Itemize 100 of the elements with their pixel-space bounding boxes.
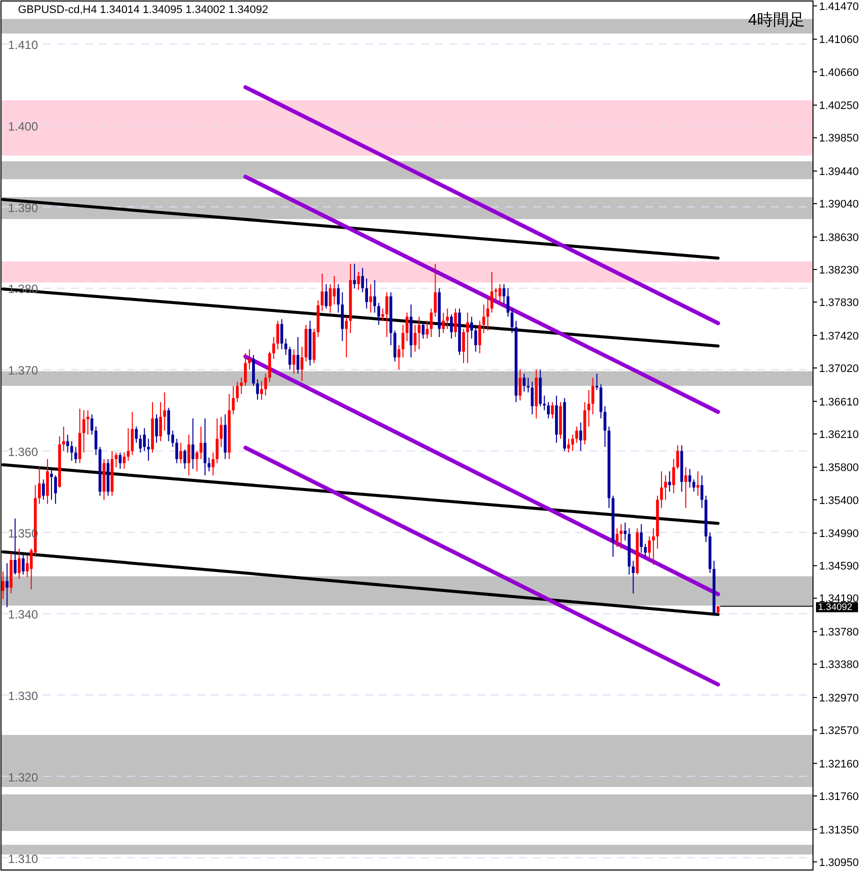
candlestick xyxy=(353,263,356,289)
candlestick xyxy=(138,434,142,454)
candlestick xyxy=(336,284,340,314)
y-tick-label: 1.410 xyxy=(8,38,38,52)
candlestick xyxy=(518,369,522,402)
candlestick xyxy=(430,308,433,338)
y2-tick-label: 1.37420 xyxy=(819,330,859,342)
candlestick xyxy=(365,278,368,310)
candlestick xyxy=(187,434,190,476)
y2-tick-label: 1.41470 xyxy=(819,0,859,13)
candlestick xyxy=(143,428,146,452)
candlestick xyxy=(406,312,408,342)
candlestick xyxy=(450,314,453,340)
candlestick xyxy=(300,346,304,382)
y-tick-label: 1.320 xyxy=(8,770,38,784)
candlestick xyxy=(196,450,198,472)
candlestick xyxy=(604,406,606,448)
candlestick xyxy=(660,470,663,508)
y-tick-label: 1.400 xyxy=(8,119,38,134)
annotation: 4時間足 xyxy=(748,11,805,29)
candlestick xyxy=(546,402,550,419)
candlestick xyxy=(94,426,98,456)
candlestick xyxy=(482,304,486,334)
y-tick-label: 1.340 xyxy=(8,608,38,622)
candlestick xyxy=(502,284,506,305)
candlestick xyxy=(2,570,4,600)
y2-tick-label: 1.32970 xyxy=(819,692,859,704)
y2-tick-label: 1.38230 xyxy=(819,264,859,277)
candlestick xyxy=(595,373,598,390)
candlestick xyxy=(66,434,70,454)
y2-tick-label: 1.33380 xyxy=(819,659,859,672)
y2-tick-label: 1.34590 xyxy=(819,560,859,573)
chart-title: GBPUSD-cd,H4 1.34014 1.34095 1.34002 1.34092 xyxy=(18,4,268,16)
candlestick xyxy=(624,522,627,541)
y2-tick-label: 1.39440 xyxy=(819,166,859,178)
candlestick xyxy=(90,414,94,436)
candlestick xyxy=(470,316,474,340)
candlestick xyxy=(446,308,449,330)
candlestick xyxy=(344,316,348,358)
candlestick xyxy=(296,336,300,374)
y2-tick-label: 1.31350 xyxy=(819,824,859,836)
candlestick xyxy=(204,418,206,476)
candlestick xyxy=(42,478,45,500)
ref-line: 1.34092 xyxy=(720,602,858,614)
candlestick xyxy=(506,288,510,318)
y2-tick-label: 1.38630 xyxy=(819,232,859,244)
candlestick xyxy=(208,456,210,472)
candlestick xyxy=(82,410,86,454)
y-tick-label: 1.370 xyxy=(8,364,38,378)
y2-tick-label: 1.39850 xyxy=(819,132,859,145)
y2-tick-label: 1.40250 xyxy=(819,100,859,112)
ref-line-label: 1.34092 xyxy=(818,602,852,614)
candlestick xyxy=(522,373,526,392)
y-tick-label: 1.330 xyxy=(8,689,38,704)
candlestick xyxy=(696,470,700,496)
candlestick xyxy=(466,312,470,364)
candlestick xyxy=(191,418,194,470)
candlestick xyxy=(494,288,498,301)
candlestick xyxy=(284,338,288,356)
candlestick xyxy=(332,276,336,305)
candlestick xyxy=(220,416,223,448)
y2-tick-label: 1.35400 xyxy=(819,494,859,507)
candlestick xyxy=(648,536,651,559)
candlestick xyxy=(155,414,158,444)
candlestick xyxy=(510,308,514,334)
candlestick xyxy=(216,418,219,464)
candlestick xyxy=(212,452,215,476)
candlestick xyxy=(6,562,8,608)
candlestick xyxy=(644,543,647,558)
y2-tick-label: 1.30950 xyxy=(819,856,859,869)
candlestick xyxy=(163,392,166,432)
y-tick-label: 1.360 xyxy=(8,444,38,459)
candlestick xyxy=(369,284,372,314)
y-tick-label: 1.310 xyxy=(8,852,38,866)
candlestick xyxy=(357,271,360,290)
candlestick xyxy=(38,466,41,504)
candlestick xyxy=(54,474,57,504)
candlestick xyxy=(579,422,582,452)
candlestick xyxy=(232,385,235,415)
candlestick xyxy=(320,273,324,312)
y2-tick-label: 1.33780 xyxy=(819,626,859,639)
candlestick xyxy=(567,438,570,454)
y-tick-label: 1.390 xyxy=(8,200,38,215)
candlestick xyxy=(414,324,416,352)
candlestick xyxy=(292,348,296,374)
y2-tick-label: 1.35800 xyxy=(819,462,859,474)
candlestick xyxy=(62,426,66,452)
candlestick xyxy=(398,344,400,370)
candlestick xyxy=(418,316,421,350)
candlestick xyxy=(616,528,618,548)
candlestick xyxy=(272,336,276,360)
y2-tick-label: 1.41060 xyxy=(819,34,859,46)
candlestick xyxy=(664,474,667,500)
candlestick xyxy=(361,267,364,293)
candlestick xyxy=(652,528,655,566)
y2-tick-label: 1.37830 xyxy=(819,297,859,310)
y2-tick-label: 1.34990 xyxy=(819,528,859,540)
candlestick xyxy=(50,469,53,500)
y2-tick-label: 1.39040 xyxy=(819,198,859,211)
candlestick xyxy=(248,348,251,370)
